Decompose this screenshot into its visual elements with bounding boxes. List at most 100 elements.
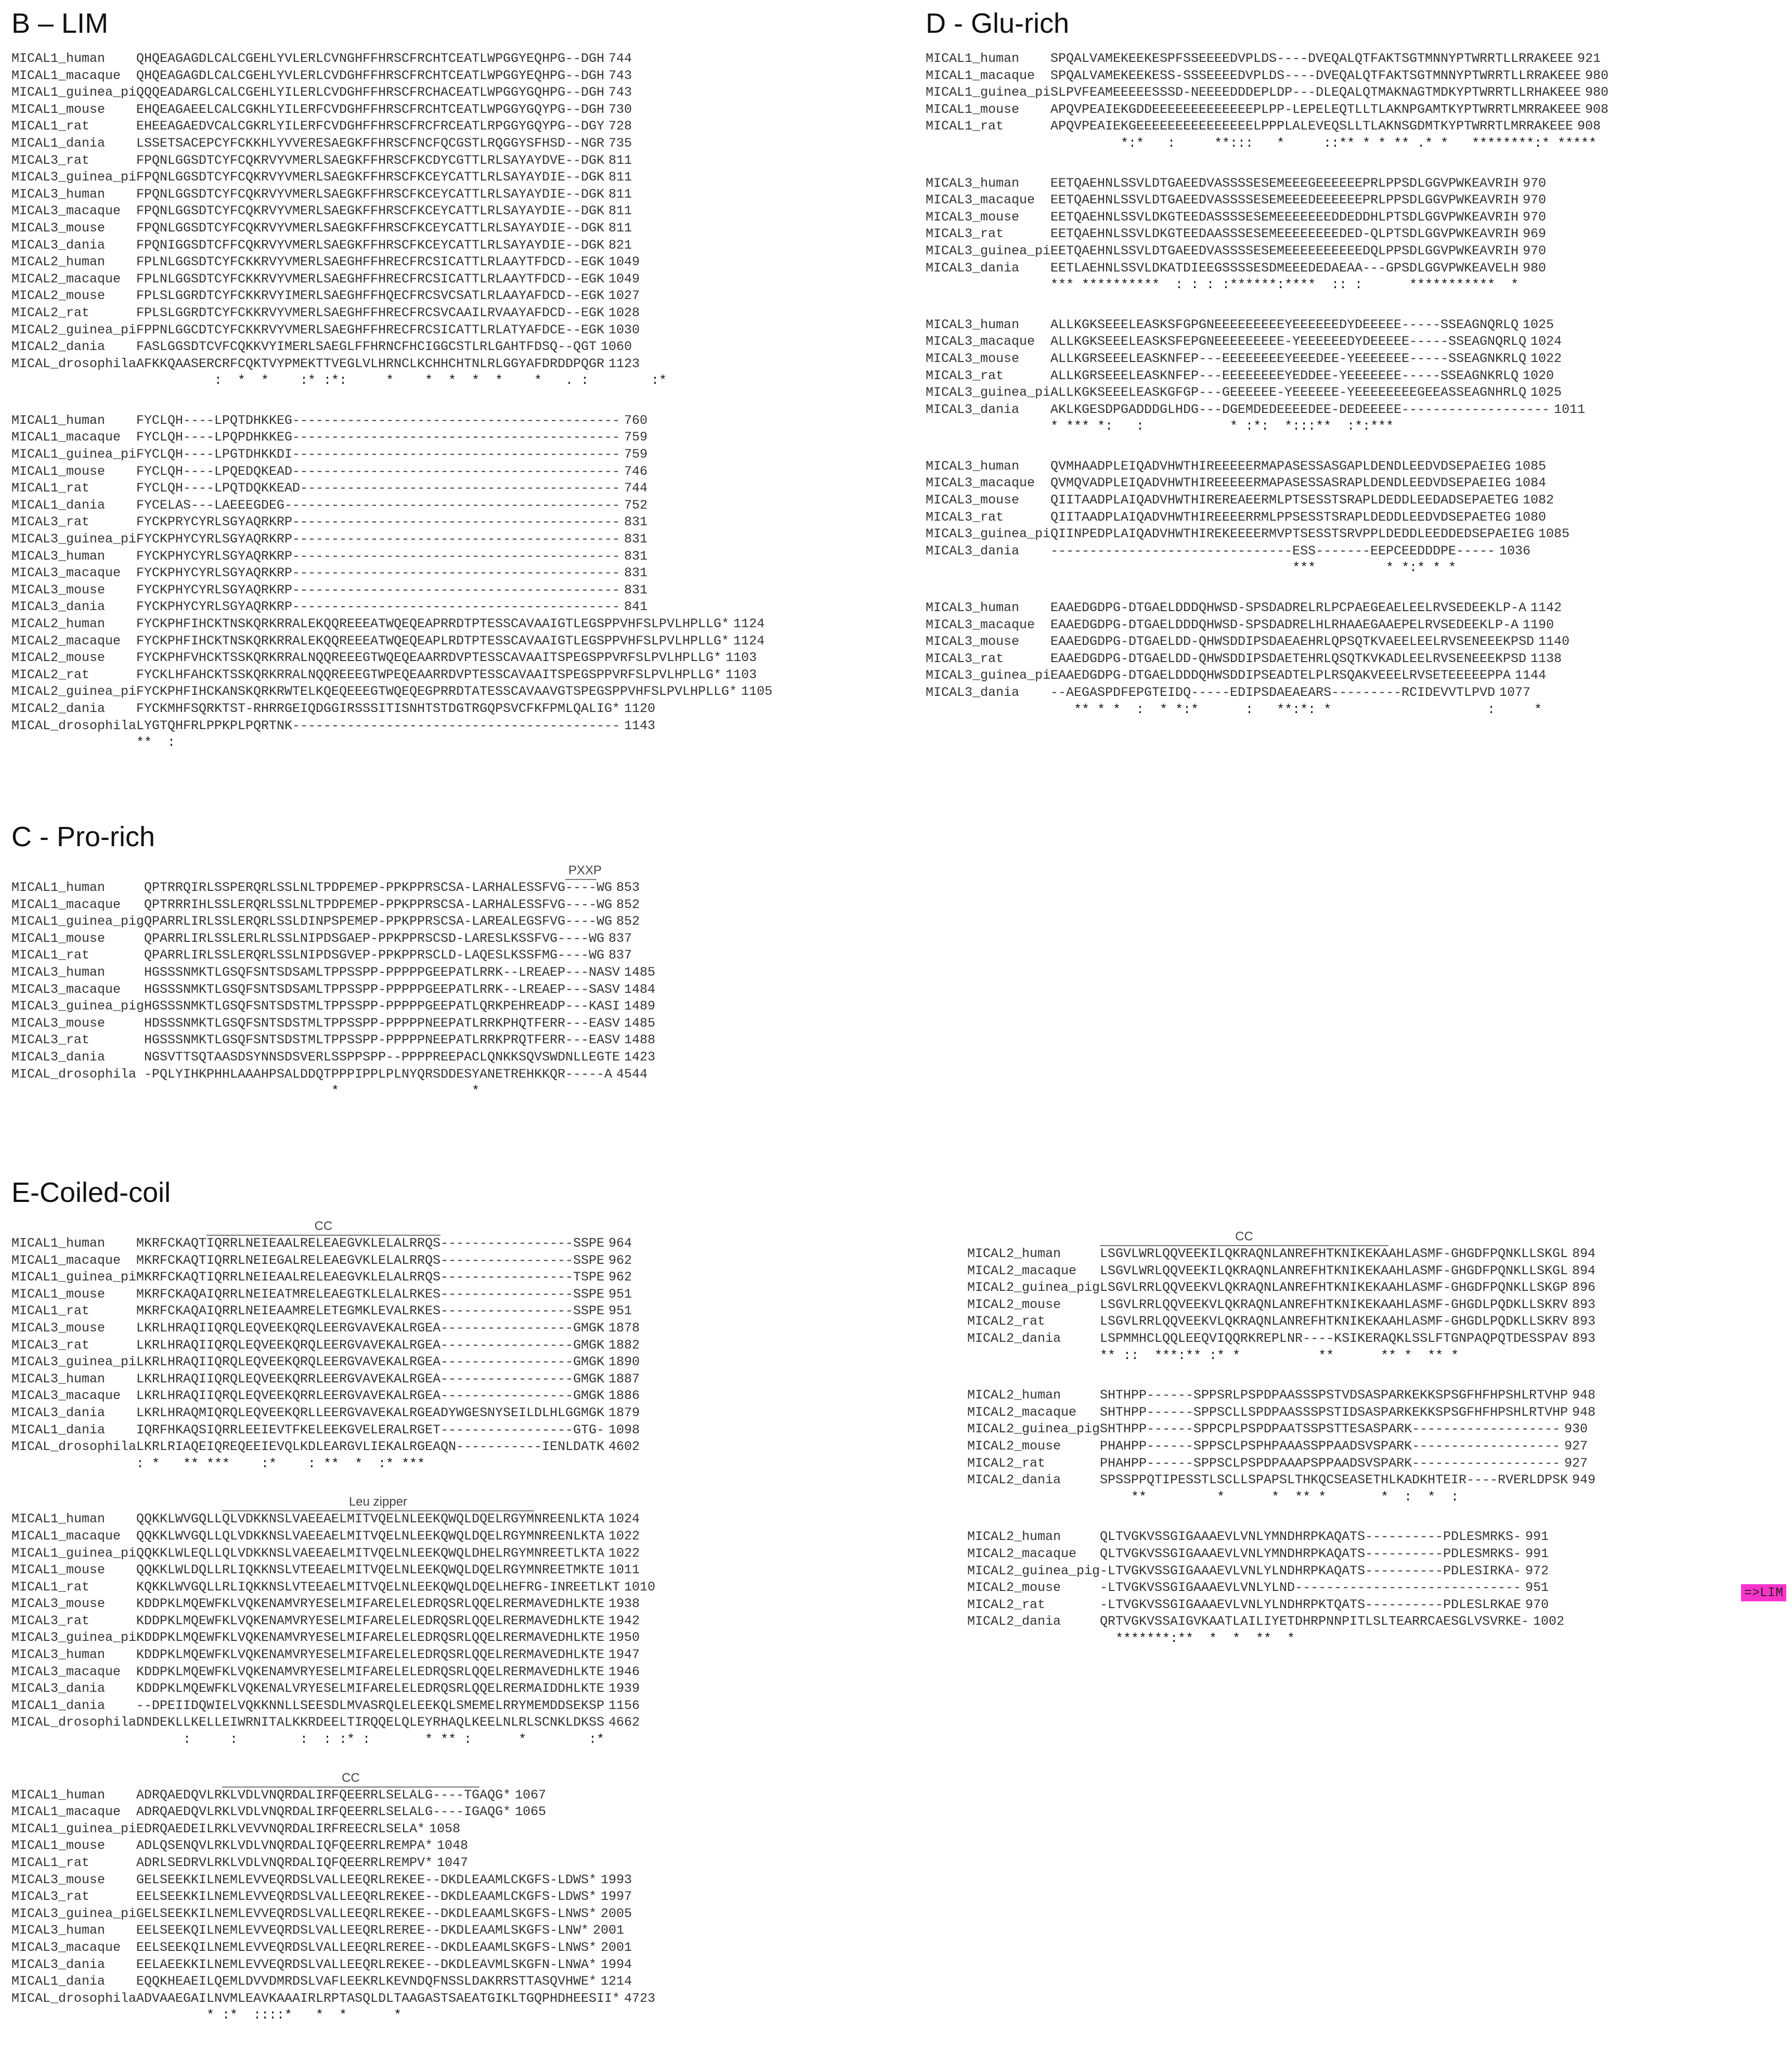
sequence-text: QIITAADPLAIQADVHWTHIREREAEERMLPTSESSTSRA… (1050, 493, 1519, 508)
residue-position: 831 (624, 514, 648, 530)
sequence-text: MKRFCKAQTIQRRLNEIEAALRELEAEGVKLELALRRQS-… (136, 1236, 605, 1251)
species-name: MICAL3_human (926, 458, 1020, 474)
species-name: MICAL3_guinea_pig (11, 999, 144, 1014)
residue-position: 980 (1585, 85, 1609, 100)
residue-position: 1085 (1515, 458, 1547, 474)
residue-position: 831 (624, 532, 648, 547)
sequence-text: DNDEKLLKELLEIWRNITALKKRDEELTIRQQELQLEYRH… (136, 1715, 605, 1730)
residue-position: 1048 (437, 1838, 469, 1854)
sequence-row: MICAL3_human FYCKPHYCYRLSGYAQRKRP--------… (11, 549, 772, 566)
consensus-line: ** :: ***:** :* * ** ** * ** * (1100, 1348, 1459, 1363)
sequence-text: EELAEEKKILNEMLEVVEQRDSLVALLEEQRLREKEE--D… (136, 1957, 597, 1972)
residue-position: 1878 (608, 1320, 640, 1336)
sequence-row: MICAL3_human LKRLHRAQIIQRQLEQVEEKQRRLEERG… (11, 1371, 655, 1389)
residue-position: 908 (1585, 101, 1609, 117)
sequence-text: SHTHPP------SPPCPLPSPDPAATSSPSTTESASPARK… (1100, 1421, 1561, 1437)
sequence-row: MICAL3_guinea_pig FYCKPHYCYRLSGYAQRKRP---… (11, 532, 772, 549)
species-name: MICAL3_guinea_pig (926, 385, 1050, 400)
species-name: MICAL3_dania (11, 1049, 106, 1065)
residue-position: 1890 (608, 1354, 640, 1370)
residue-position: 970 (1523, 175, 1547, 191)
sequence-row: MICAL1_human MKRFCKAQTIQRRLNEIEAALRELEAEG… (11, 1236, 655, 1253)
sequence-row: MICAL2_mouse FPLSLGGRDTCYFCKKRVYIMERLSAEG… (11, 288, 772, 305)
residue-position: 837 (608, 930, 632, 946)
residue-position: 1036 (1499, 543, 1531, 559)
species-name: MICAL2_dania (967, 1472, 1061, 1488)
residue-position: 970 (1523, 209, 1547, 225)
sequence-text: FPLNLGGSDTCYFCKKRVYVMERLSAEGHFFHRECFRCSI… (136, 254, 605, 270)
panel-title: B – LIM (11, 8, 109, 39)
residue-position: 853 (616, 880, 640, 895)
consensus-line: * *** *: : * :*: *:::** :*:*** (1050, 419, 1394, 434)
sequence-row: MICAL1_dania IQRFHKAQSIQRRLEEIEVTFKELEEKG… (11, 1422, 655, 1440)
residue-position: 1002 (1533, 1614, 1565, 1629)
sequence-row: MICAL3_guinea_pig KDDPKLMQEWFKLVQKENAMVRY… (11, 1630, 655, 1647)
sequence-text: EELSEEKKILNEMLEVVEQRDSLVALLEEQRLREKEE--D… (136, 1889, 597, 1905)
residue-position: 831 (624, 548, 648, 564)
residue-position: 951 (608, 1303, 632, 1319)
species-name: MICAL1_macaque (11, 1528, 121, 1544)
species-name: MICAL1_dania (11, 1422, 106, 1438)
species-name: MICAL3_guinea_pig (11, 1906, 136, 1921)
species-name: MICAL2_macaque (11, 633, 121, 649)
sequence-text: EETQAEHNLSSVLDTGAEEDVASSSSESEMEEEGEEEEEE… (1050, 175, 1519, 191)
species-name: MICAL2_dania (11, 339, 106, 355)
sequence-text: QPTRRQIRLSSPERQRLSSLNLTPDPEMEP-PPKPPRSCS… (144, 880, 613, 895)
species-name: MICAL2_mouse (967, 1297, 1061, 1312)
species-name: MICAL3_mouse (11, 1596, 106, 1612)
sequence-row: MICAL1_dania LSSETSACEPCYFCKKHLYVVERESAEG… (11, 136, 772, 153)
sequence-row: MICAL1_human QHQEAGAGDLCALCGEHLYVLERLCVNG… (11, 51, 772, 68)
sequence-text: IQRFHKAQSIQRRLEEIEVTFKELEEKGVELERALRGET-… (136, 1422, 605, 1438)
residue-position: 991 (1525, 1529, 1549, 1545)
species-name: MICAL3_rat (11, 1032, 90, 1048)
sequence-text: PHAHPP------SPPSCLPSPDPAAAPSPPAADSVSPARK… (1100, 1455, 1561, 1471)
species-name: MICAL3_macaque (11, 1388, 121, 1404)
residue-position: 893 (1572, 1330, 1596, 1346)
consensus-row: ** * * : * *:* : **:*: * : * (926, 702, 1608, 719)
consensus-line: *** * *:* * * (1050, 560, 1457, 576)
species-name: MICAL1_macaque (11, 1804, 121, 1820)
sequence-row: MICAL3_mouse HDSSSNMKTLGSQFSNTSDSTMLTPPSS… (11, 1016, 655, 1033)
sequence-text: --DPEIIDQWIELVQKKNNLLSEESDLMVASRQLELEEKQ… (136, 1698, 605, 1713)
residue-position: 730 (608, 101, 632, 117)
sequence-text: QQKKLWVGQLLQLVDKKNSLVAEEAELMITVQELNLEEKQ… (136, 1511, 605, 1527)
sequence-text: EELSEEKQILNEMLEVVEQRDSLVALLEEQRLREREE--D… (136, 1939, 597, 1955)
residue-position: 1024 (1530, 334, 1562, 350)
sequence-text: FPQNLGGSDTCYFCQKRVYVMERLSAEGKFFHRSCFKCDY… (136, 152, 605, 168)
sequence-row: MICAL1_rat ADRLSEDRVLRKLVDLVNQRDALIQFQEER… (11, 1855, 655, 1872)
sequence-row: MICAL2_human FYCKPHFIHCKTNSKQRKRRALEKQQRE… (11, 616, 772, 633)
residue-position: 1105 (741, 684, 773, 700)
species-name: MICAL1_dania (11, 135, 106, 151)
sequence-text: FPQNLGGSDTCYFCQKRVYVMERLSAEGKFFHRSCFKCEY… (136, 220, 605, 236)
sequence-text: LSSETSACEPCYFCKKHLYVVERESAEGKFFHRSCFNCFQ… (136, 135, 605, 151)
species-name: MICAL3_rat (926, 651, 1004, 666)
residue-position: 1022 (1530, 351, 1562, 366)
species-name: MICAL1_rat (11, 481, 90, 496)
residue-position: 1011 (608, 1562, 640, 1578)
alignment-block: CC MICAL1_human MKRFCKAQTIQRRLNEIEAALRELEA… (11, 1219, 655, 1473)
species-name: MICAL3_dania (11, 1957, 106, 1972)
residue-position: 743 (608, 68, 632, 83)
residue-position: 1049 (608, 254, 640, 270)
sequence-row: MICAL1_guinea_pig EDRQAEDEILRKLVEVVNQRDAL… (11, 1821, 655, 1839)
species-name: MICAL3_dania (11, 1681, 106, 1697)
sequence-row: MICAL3_rat KDDPKLMQEWFKLVQKENAMVRYESELMIF… (11, 1613, 655, 1630)
species-name: MICAL1_macaque (926, 68, 1035, 83)
sequence-text: FYCKLHFAHCKTSSKQRKRRALNQQREEEGTWPEQEAARR… (136, 667, 722, 682)
panel-c-pro-rich: C - Pro-rich PXXP MICAL1_human QPTRRQIRLSSP… (11, 821, 655, 1123)
sequence-row: MICAL2_dania LSPMMHCLQQLEEQVIQQRKREPLNR--… (967, 1331, 1595, 1348)
residue-position: 760 (624, 412, 648, 428)
panel-e-coiled-coil: E-Coiled-coil CC MICAL1_human MKRFCKAQTIQRR… (11, 1176, 655, 2048)
residue-position: 970 (1523, 243, 1547, 258)
residue-position: 1939 (608, 1681, 640, 1697)
sequence-row: MICAL3_mouse KDDPKLMQEWFKLVQKENAMVRYESELM… (11, 1596, 655, 1613)
sequence-row: MICAL1_mouse MKRFCKAQAIQRRLNEIEATMRELEAEG… (11, 1287, 655, 1304)
residue-position: 969 (1523, 226, 1547, 242)
species-name: MICAL1_mouse (11, 101, 106, 117)
residue-position: 1047 (437, 1855, 469, 1870)
species-name: MICAL1_mouse (11, 463, 106, 479)
species-name: MICAL3_dania (11, 1405, 106, 1420)
species-name: MICAL3_macaque (11, 981, 121, 997)
consensus-line: * :* ::::* * * * (136, 2008, 402, 2023)
sequence-text: HGSSSNMKTLGSQFSNTSDSTMLTPPSSPP-PPPPPNEEP… (144, 1032, 620, 1048)
